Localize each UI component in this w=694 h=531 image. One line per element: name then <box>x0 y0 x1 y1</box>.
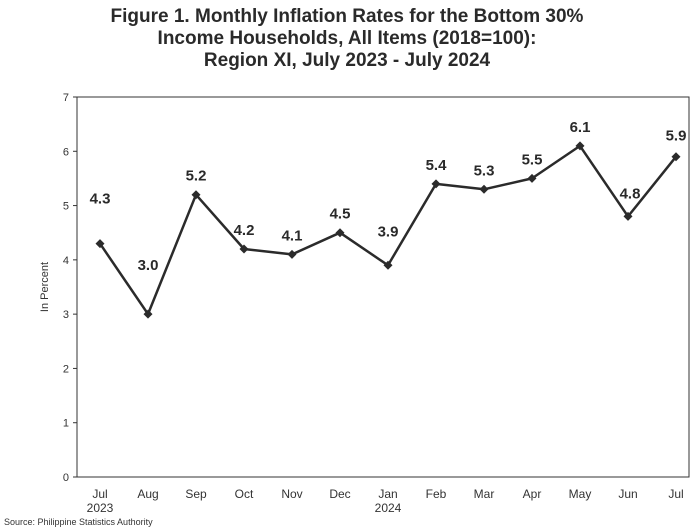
data-label: 3.9 <box>378 223 399 240</box>
chart-title: Figure 1. Monthly Inflation Rates for th… <box>0 6 694 72</box>
x-tick-label: Mar <box>474 487 495 501</box>
data-label: 4.8 <box>620 185 641 202</box>
x-tick-label: Jul <box>92 487 107 501</box>
data-label: 5.9 <box>666 128 687 145</box>
data-point <box>335 228 345 238</box>
data-point <box>527 173 537 183</box>
y-axis-label: In Percent <box>39 262 51 312</box>
title-line-2: Income Households, All Items (2018=100): <box>157 28 537 49</box>
x-tick-label: May <box>569 487 592 501</box>
data-label: 4.5 <box>330 206 351 223</box>
data-point <box>575 141 585 151</box>
data-label: 4.2 <box>234 222 255 239</box>
x-tick-label: Nov <box>281 487 302 501</box>
x-year-label: 2023 <box>87 501 114 515</box>
data-point <box>383 260 393 270</box>
data-point <box>239 244 249 254</box>
x-year-label: 2024 <box>375 501 402 515</box>
x-tick-label: Sep <box>185 487 207 501</box>
data-label: 5.2 <box>186 168 207 185</box>
x-tick-label: Jun <box>618 487 637 501</box>
data-label: 4.1 <box>282 227 303 244</box>
plot-frame <box>76 96 690 478</box>
data-label: 5.5 <box>522 151 543 168</box>
x-tick-label: Apr <box>523 487 542 501</box>
data-point <box>287 249 297 259</box>
y-tick-label: 3 <box>63 309 69 321</box>
data-label: 5.4 <box>426 157 448 174</box>
y-tick-label: 1 <box>63 418 69 430</box>
data-label: 4.3 <box>90 191 111 208</box>
x-axis-ticks: Jul Aug Sep Oct Nov Dec Jan Feb Mar Apr May Jun Jul2… <box>87 487 684 515</box>
x-tick-label: Aug <box>137 487 158 501</box>
data-point <box>671 152 681 162</box>
data-label: 3.0 <box>138 257 159 274</box>
title-line-3: Region XI, July 2023 - July 2024 <box>203 50 491 71</box>
data-labels: 4.3 3.0 5.2 4.2 4.1 4.5 3.9 5.4 5.3 5.5 6.1 4.8 5.9 <box>90 119 687 274</box>
y-axis-ticks: 0 1 2 3 4 5 6 7 <box>63 92 77 484</box>
data-point <box>479 184 489 194</box>
x-tick-label: Jul <box>668 487 683 501</box>
data-label: 6.1 <box>570 119 591 136</box>
source-note: Source: Philippine Statistics Authority <box>4 517 153 527</box>
y-tick-label: 5 <box>63 201 69 213</box>
y-tick-label: 0 <box>63 472 69 484</box>
title-line-1: Figure 1. Monthly Inflation Rates for th… <box>110 6 584 27</box>
x-tick-label: Jan <box>378 487 397 501</box>
data-point <box>623 211 633 221</box>
data-label: 5.3 <box>474 162 495 179</box>
data-point <box>95 239 105 249</box>
data-point <box>431 179 441 189</box>
y-tick-label: 4 <box>63 255 69 267</box>
x-tick-label: Oct <box>235 487 254 501</box>
x-tick-label: Feb <box>426 487 447 501</box>
y-tick-label: 7 <box>63 92 69 104</box>
data-points <box>95 141 681 319</box>
y-tick-label: 2 <box>63 363 69 375</box>
data-point <box>143 309 153 319</box>
x-tick-label: Dec <box>329 487 350 501</box>
y-tick-label: 6 <box>63 146 69 158</box>
data-point <box>191 190 201 200</box>
